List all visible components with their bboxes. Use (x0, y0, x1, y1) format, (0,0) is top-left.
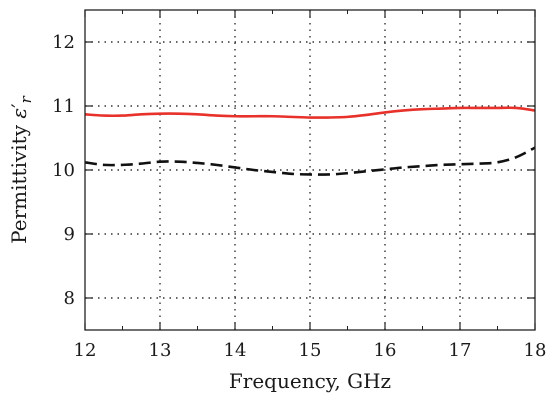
y-axis-title: Permittivity ε′r (7, 95, 35, 243)
x-tick-label: 13 (149, 340, 172, 361)
x-tick-label: 12 (74, 340, 97, 361)
y-tick-label: 10 (52, 160, 75, 181)
x-axis-title: Frequency, GHz (229, 369, 391, 393)
minor-ticks (84, 10, 536, 330)
series-line-dashed (84, 146, 536, 176)
series-group (84, 106, 536, 176)
y-axis-title-main: Permittivity (7, 119, 31, 244)
y-tick-label: 11 (52, 96, 75, 117)
x-tick-label: 16 (374, 340, 397, 361)
y-axis-title-symbol: ε (7, 108, 31, 119)
y-axis-title-prime: ′ (7, 103, 31, 108)
y-tick-label: 9 (64, 224, 75, 245)
x-tick-label: 18 (524, 340, 547, 361)
y-tick-label: 8 (64, 288, 75, 309)
x-tick-label: 14 (224, 340, 247, 361)
x-tick-label: 15 (299, 340, 322, 361)
y-tick-labels: 8 9 10 11 12 (52, 32, 75, 309)
plot-frame (84, 9, 536, 331)
x-tick-labels: 12 13 14 15 16 17 18 (74, 340, 547, 361)
x-tick-label: 17 (449, 340, 472, 361)
series-line-solid (84, 106, 536, 119)
grid (85, 10, 535, 330)
y-axis-title-subscript: r (17, 95, 35, 103)
y-tick-label: 12 (52, 32, 75, 53)
